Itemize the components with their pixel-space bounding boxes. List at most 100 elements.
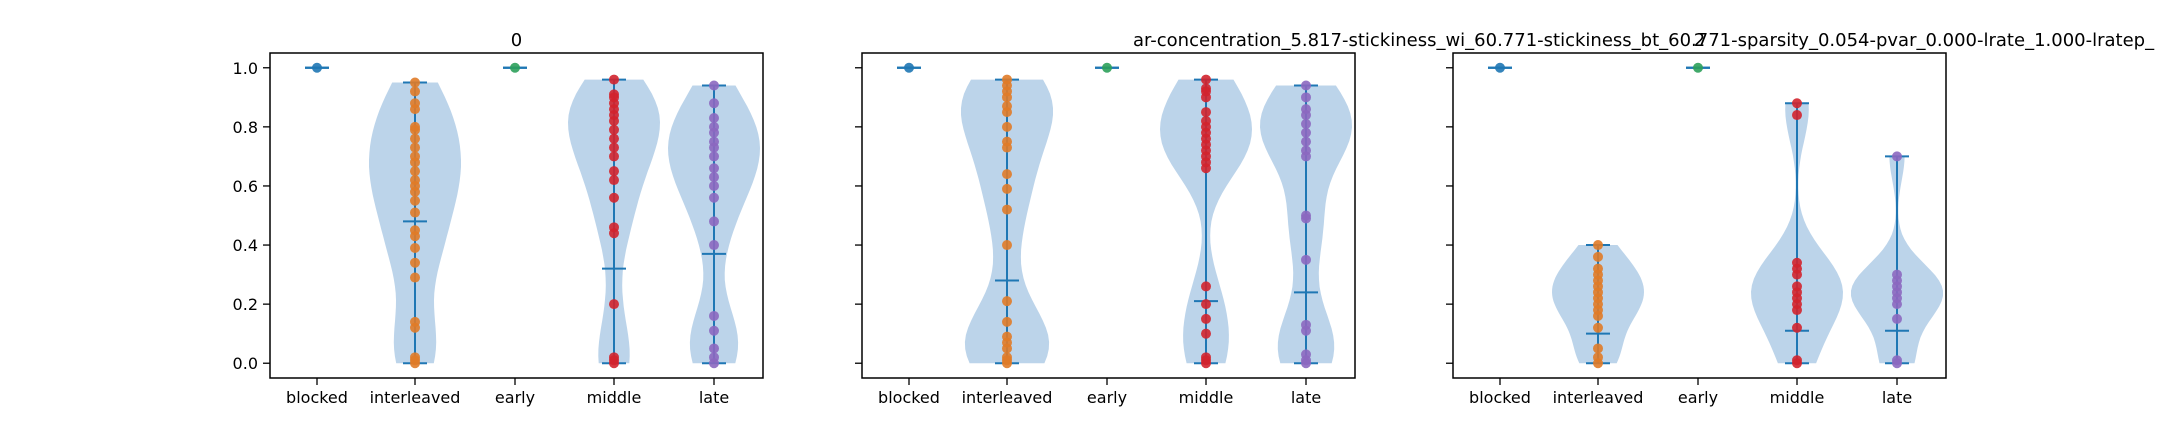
data-point <box>410 175 420 186</box>
data-point <box>1002 316 1012 327</box>
data-point <box>410 98 420 109</box>
data-point <box>1002 74 1012 85</box>
violin-interleaved <box>961 74 1053 369</box>
x-tick-label: middle <box>587 388 642 407</box>
data-point <box>410 166 420 177</box>
data-point <box>410 243 420 253</box>
subplot-1: blocked interleaved early middle late <box>855 52 1356 407</box>
x-tick-label: early <box>495 388 535 407</box>
data-point <box>1002 240 1012 251</box>
data-point <box>609 299 619 310</box>
data-point <box>410 133 420 144</box>
data-point <box>1495 62 1505 73</box>
data-point <box>1593 322 1603 333</box>
data-point <box>1301 210 1311 221</box>
y-tick-label: 1.0 <box>233 59 258 78</box>
x-tick-label: interleaved <box>1553 388 1644 407</box>
data-point <box>410 352 420 363</box>
data-point <box>709 136 719 147</box>
x-tick-label: blocked <box>878 388 940 407</box>
data-point <box>709 121 719 132</box>
data-point <box>609 151 619 162</box>
data-point <box>410 151 420 162</box>
x-tick-label: early <box>1678 388 1718 407</box>
violin-middle <box>1751 98 1843 369</box>
data-point <box>1201 313 1211 324</box>
data-point <box>1301 254 1311 265</box>
x-tick-label: interleaved <box>962 388 1053 407</box>
violin-late <box>1260 80 1352 369</box>
data-point <box>1892 313 1902 324</box>
data-point <box>1002 121 1012 132</box>
subplot-title: 0 <box>511 30 522 51</box>
data-point <box>609 352 619 363</box>
data-point <box>609 222 619 233</box>
data-point <box>1002 101 1012 112</box>
data-point <box>1002 169 1012 180</box>
data-point <box>1201 74 1211 85</box>
data-point <box>1301 136 1311 147</box>
data-point <box>1201 299 1211 310</box>
violin-interleaved <box>369 77 461 369</box>
data-point <box>410 142 420 153</box>
data-point <box>1792 98 1802 109</box>
data-point <box>410 77 420 88</box>
data-point <box>709 151 719 162</box>
violin-middle <box>1160 74 1252 369</box>
data-point <box>410 86 420 97</box>
x-tick-label: blocked <box>286 388 348 407</box>
violin-early <box>1686 62 1710 73</box>
data-point <box>609 192 619 203</box>
data-point <box>709 80 719 91</box>
data-point <box>1892 151 1902 162</box>
subplot-title: 2 <box>1694 30 1705 51</box>
x-tick-label: early <box>1087 388 1127 407</box>
x-tick-label: late <box>699 388 729 407</box>
data-point <box>709 343 719 354</box>
data-point <box>709 180 719 191</box>
data-point <box>609 74 619 85</box>
data-point <box>410 121 420 132</box>
data-point <box>1593 263 1603 274</box>
data-point <box>609 142 619 153</box>
data-point <box>1002 204 1012 215</box>
y-tick-label: 0.4 <box>233 236 258 255</box>
data-point <box>709 240 719 251</box>
data-point <box>1002 183 1012 194</box>
x-tick-label: interleaved <box>370 388 461 407</box>
data-point <box>1593 343 1603 354</box>
data-point <box>1002 296 1012 307</box>
data-point <box>709 216 719 227</box>
violin-middle <box>568 74 660 369</box>
data-point <box>1792 355 1802 366</box>
x-tick-label: late <box>1882 388 1912 407</box>
data-point <box>1301 80 1311 91</box>
y-tick-label: 0.2 <box>233 295 258 314</box>
data-point <box>709 352 719 363</box>
data-point <box>1201 83 1211 94</box>
x-tick-label: middle <box>1179 388 1234 407</box>
data-point <box>1301 145 1311 156</box>
data-point <box>1201 352 1211 363</box>
data-point <box>1792 257 1802 268</box>
data-point <box>1792 281 1802 292</box>
violin-blocked <box>1488 62 1512 73</box>
data-point <box>1593 251 1603 262</box>
suptitle: ar-concentration_5.817-stickiness_wi_60.… <box>1133 30 2155 51</box>
violin-early <box>503 62 527 73</box>
violin-early <box>1095 62 1119 73</box>
data-point <box>609 175 619 186</box>
data-point <box>1002 136 1012 147</box>
data-point <box>1693 62 1703 73</box>
data-point <box>709 113 719 123</box>
data-point <box>410 257 420 268</box>
data-point <box>410 195 420 206</box>
data-point <box>1102 62 1112 73</box>
data-point <box>1301 349 1311 360</box>
data-point <box>410 316 420 327</box>
y-tick-label: 0.8 <box>233 118 258 137</box>
data-point <box>709 325 719 336</box>
data-point <box>1002 331 1012 342</box>
data-point <box>1792 322 1802 333</box>
